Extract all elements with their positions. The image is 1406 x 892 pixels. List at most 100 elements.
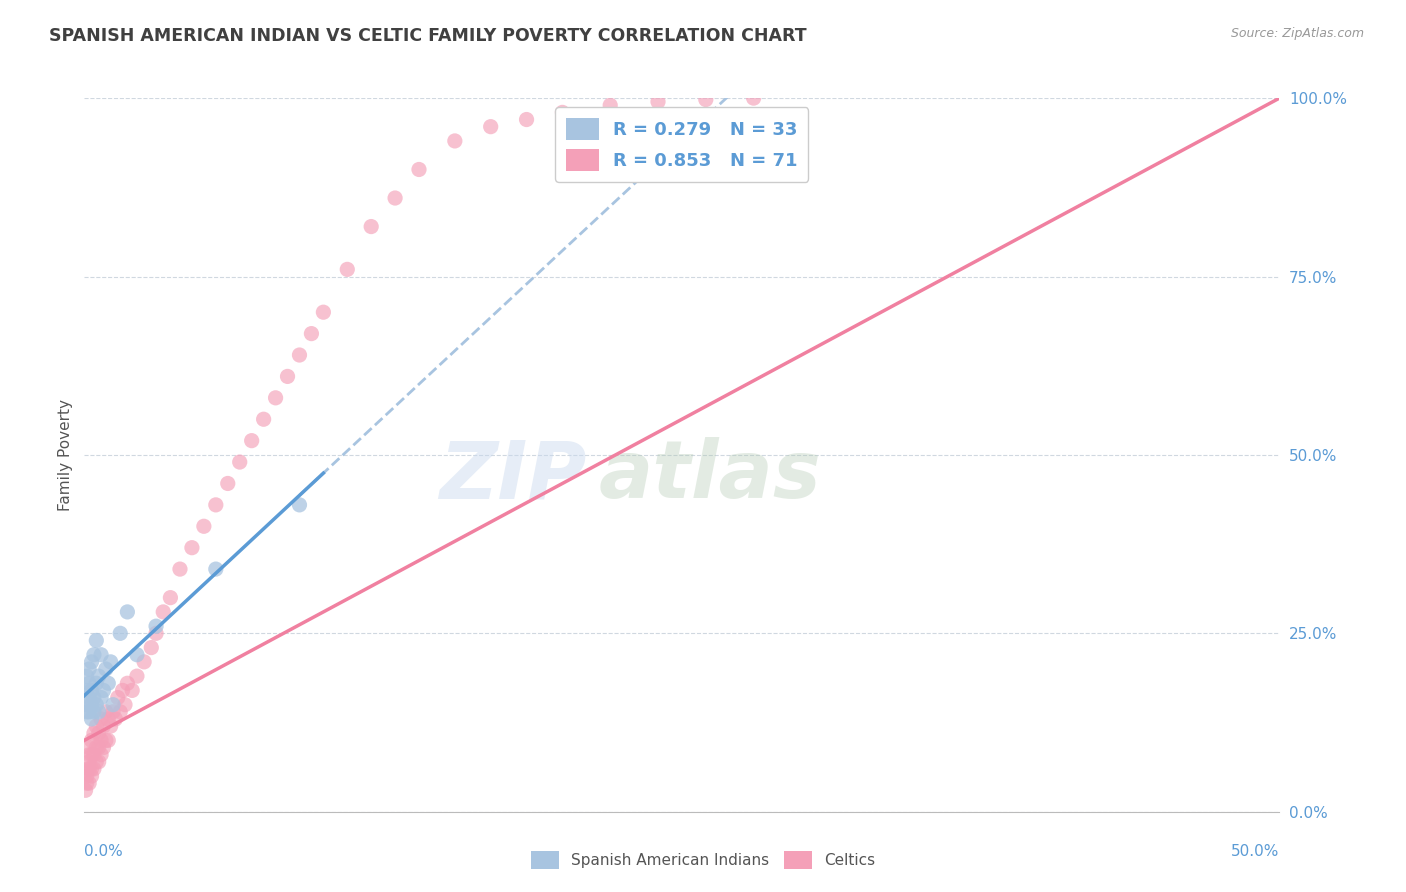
Point — [217, 476, 239, 491]
Legend: R = 0.279   N = 33, R = 0.853   N = 71: R = 0.279 N = 33, R = 0.853 N = 71 — [555, 107, 808, 182]
Point — [77, 755, 100, 769]
Point — [742, 91, 765, 105]
Point — [125, 669, 148, 683]
Point — [80, 655, 103, 669]
Point — [114, 698, 136, 712]
Point — [76, 776, 98, 790]
Point — [80, 747, 103, 762]
Point — [76, 762, 98, 776]
Point — [94, 705, 117, 719]
Point — [75, 698, 97, 712]
Point — [83, 726, 105, 740]
Point — [117, 676, 139, 690]
Point — [80, 712, 103, 726]
Point — [141, 640, 163, 655]
Point — [264, 391, 287, 405]
Text: atlas: atlas — [599, 437, 821, 516]
Point — [159, 591, 181, 605]
Point — [93, 740, 115, 755]
Point — [76, 705, 98, 719]
Point — [80, 683, 103, 698]
Point — [169, 562, 191, 576]
Point — [90, 733, 112, 747]
Point — [444, 134, 467, 148]
Text: ZIP: ZIP — [439, 437, 586, 516]
Point — [75, 783, 97, 797]
Point — [132, 655, 156, 669]
Point — [100, 719, 122, 733]
Point — [83, 648, 105, 662]
Text: 50.0%: 50.0% — [1232, 844, 1279, 859]
Point — [87, 740, 110, 755]
Point — [104, 712, 127, 726]
Point — [551, 105, 574, 120]
Point — [117, 605, 139, 619]
Point — [90, 648, 112, 662]
Point — [181, 541, 204, 555]
Point — [101, 705, 124, 719]
Point — [86, 676, 108, 690]
Point — [80, 769, 103, 783]
Point — [83, 690, 105, 705]
Point — [87, 755, 110, 769]
Point — [86, 755, 108, 769]
Point — [301, 326, 323, 341]
Point — [695, 93, 717, 107]
Point — [87, 726, 110, 740]
Point — [97, 676, 120, 690]
Point — [100, 655, 122, 669]
Point — [288, 498, 311, 512]
Point — [90, 712, 112, 726]
Point — [86, 719, 108, 733]
Point — [516, 112, 538, 127]
Point — [77, 740, 100, 755]
Y-axis label: Family Poverty: Family Poverty — [58, 399, 73, 511]
Text: Source: ZipAtlas.com: Source: ZipAtlas.com — [1230, 27, 1364, 40]
Point — [80, 762, 103, 776]
Point — [76, 669, 98, 683]
Point — [83, 762, 105, 776]
Point — [110, 705, 132, 719]
Point — [77, 776, 100, 790]
Point — [87, 705, 110, 719]
Point — [76, 683, 98, 698]
Point — [647, 95, 669, 109]
Text: SPANISH AMERICAN INDIAN VS CELTIC FAMILY POVERTY CORRELATION CHART: SPANISH AMERICAN INDIAN VS CELTIC FAMILY… — [49, 27, 807, 45]
Point — [97, 733, 120, 747]
Point — [125, 648, 148, 662]
Point — [110, 626, 132, 640]
Point — [101, 698, 124, 712]
Point — [205, 562, 228, 576]
Point — [86, 740, 108, 755]
Point — [121, 683, 143, 698]
Point — [83, 747, 105, 762]
Point — [288, 348, 311, 362]
Point — [336, 262, 359, 277]
Point — [152, 605, 174, 619]
Point — [205, 498, 228, 512]
Point — [77, 662, 100, 676]
Point — [76, 769, 98, 783]
Point — [90, 747, 112, 762]
Point — [193, 519, 215, 533]
Point — [111, 683, 134, 698]
Point — [93, 683, 115, 698]
Point — [97, 712, 120, 726]
Point — [93, 719, 115, 733]
Point — [253, 412, 276, 426]
Legend: Spanish American Indians, Celtics: Spanish American Indians, Celtics — [524, 845, 882, 875]
Point — [87, 669, 110, 683]
Point — [77, 676, 100, 690]
Point — [83, 705, 105, 719]
Point — [229, 455, 252, 469]
Point — [360, 219, 382, 234]
Point — [145, 626, 167, 640]
Point — [80, 733, 103, 747]
Point — [94, 662, 117, 676]
Point — [384, 191, 406, 205]
Point — [94, 733, 117, 747]
Point — [77, 762, 100, 776]
Point — [145, 619, 167, 633]
Text: 0.0%: 0.0% — [84, 844, 124, 859]
Point — [599, 98, 621, 112]
